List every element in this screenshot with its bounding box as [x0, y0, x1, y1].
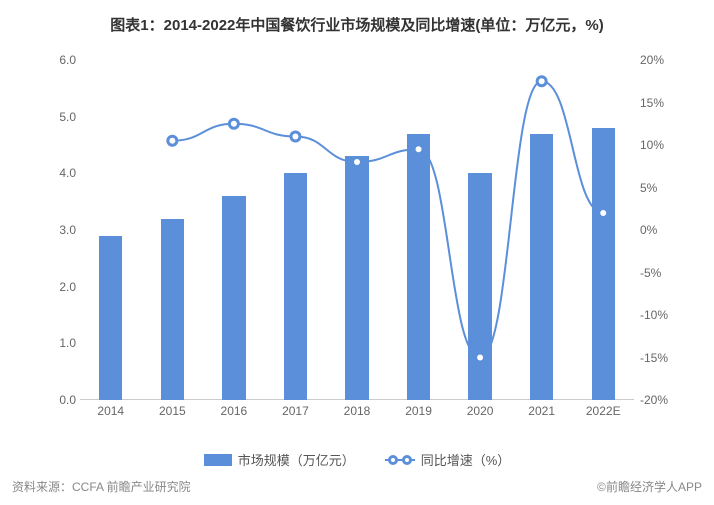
- chart-area: 0.01.02.03.04.05.06.0 -20%-15%-10%-5%0%5…: [40, 60, 674, 430]
- y1-tick-label: 3.0: [42, 223, 76, 237]
- y2-tick-label: 10%: [640, 138, 674, 152]
- line-marker-inner: [416, 146, 422, 152]
- x-tick-label: 2015: [159, 404, 186, 418]
- legend-line-swatch: [385, 454, 415, 466]
- x-tick-label: 2020: [467, 404, 494, 418]
- line-marker-inner: [292, 134, 298, 140]
- x-tick-label: 2016: [221, 404, 248, 418]
- y2-tick-label: -10%: [640, 308, 674, 322]
- y1-tick-label: 5.0: [42, 110, 76, 124]
- x-tick-label: 2019: [405, 404, 432, 418]
- x-tick-label: 2017: [282, 404, 309, 418]
- line-marker-inner: [354, 159, 360, 165]
- legend-bar-item: 市场规模（万亿元）: [204, 450, 355, 469]
- y1-tick-label: 0.0: [42, 393, 76, 407]
- x-tick-label: 2014: [97, 404, 124, 418]
- legend-line-label: 同比增速（%）: [421, 450, 511, 469]
- copyright-text: ©前瞻经济学人APP: [597, 478, 702, 495]
- line-marker-inner: [169, 138, 175, 144]
- line-marker-inner: [539, 78, 545, 84]
- y1-tick-label: 4.0: [42, 166, 76, 180]
- chart-title: 图表1：2014-2022年中国餐饮行业市场规模及同比增速(单位：万亿元，%): [0, 0, 714, 35]
- line-marker-inner: [231, 121, 237, 127]
- y2-tick-label: -15%: [640, 351, 674, 365]
- line-series: [80, 60, 634, 400]
- x-tick-label: 2018: [344, 404, 371, 418]
- y1-axis-labels: 0.01.02.03.04.05.06.0: [40, 60, 80, 400]
- y1-tick-label: 1.0: [42, 336, 76, 350]
- y2-tick-label: 15%: [640, 96, 674, 110]
- y2-tick-label: 5%: [640, 181, 674, 195]
- y2-tick-label: 20%: [640, 53, 674, 67]
- x-tick-label: 2021: [528, 404, 555, 418]
- legend-line-item: 同比增速（%）: [385, 450, 511, 469]
- legend-bar-swatch: [204, 454, 232, 466]
- y2-tick-label: 0%: [640, 223, 674, 237]
- y1-tick-label: 6.0: [42, 53, 76, 67]
- x-tick-label: 2022E: [586, 404, 621, 418]
- plot-area: [80, 60, 634, 400]
- y1-tick-label: 2.0: [42, 280, 76, 294]
- source-text: 资料来源：CCFA 前瞻产业研究院: [12, 478, 191, 495]
- y2-tick-label: -5%: [640, 266, 674, 280]
- y2-tick-label: -20%: [640, 393, 674, 407]
- line-marker-inner: [477, 355, 483, 361]
- y2-axis-labels: -20%-15%-10%-5%0%5%10%15%20%: [634, 60, 674, 400]
- line-marker-inner: [600, 210, 606, 216]
- legend: 市场规模（万亿元） 同比增速（%）: [0, 450, 714, 469]
- legend-bar-label: 市场规模（万亿元）: [238, 450, 355, 469]
- x-axis-labels: 2014 2015 2016 2017 2018 2019 2020 2021 2022E: [80, 400, 634, 430]
